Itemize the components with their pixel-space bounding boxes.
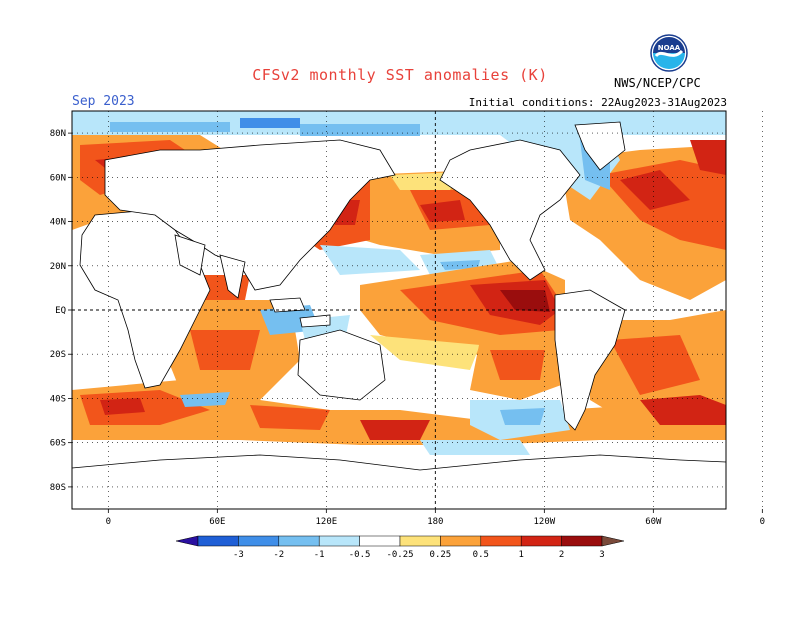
colorbar-label: 3: [599, 550, 604, 560]
colorbar-label: -0.5: [349, 550, 371, 560]
lon-tick-label: 60E: [209, 517, 225, 527]
noaa-logo-icon: NOAA: [650, 34, 688, 72]
agency-label: NWS/NCEP/CPC: [614, 76, 701, 90]
axis-ticks: 80N 60N 40N 20N EQ 20S 40S 60S 80S 0 60E 120E 180 120…: [50, 129, 765, 527]
antarctica-landmass: [72, 454, 726, 509]
colorbar-label: -1: [314, 550, 325, 560]
colorbar-label: -2: [273, 550, 284, 560]
colorbar-swatch: [238, 535, 280, 547]
svg-text:NOAA: NOAA: [658, 44, 681, 52]
lon-tick-label: 180: [427, 517, 443, 527]
lon-tick-label: 120E: [315, 517, 337, 527]
lat-tick-label: EQ: [55, 306, 66, 316]
colorbar: -3 -2 -1 -0.5 -0.25 0.25 0.5 1 2 3: [175, 535, 625, 560]
lat-tick-label: 40S: [50, 394, 66, 404]
colorbar-swatch: [440, 535, 482, 547]
gridlines: [72, 111, 763, 509]
lat-tick-label: 60N: [50, 173, 66, 183]
colorbar-swatch: [480, 535, 522, 547]
lat-tick-label: 40N: [50, 218, 66, 228]
initial-conditions: Initial conditions: 22Aug2023-31Aug2023: [468, 96, 727, 109]
colorbar-swatch: [278, 535, 320, 547]
greenland-landmass: [574, 121, 626, 171]
north-america-landmass: [439, 139, 581, 281]
lat-tick-label: 20N: [50, 262, 66, 272]
map-title: CFSv2 monthly SST anomalies (K): [252, 66, 548, 84]
australia-landmass: [297, 329, 386, 401]
colorbar-swatch: [520, 535, 562, 547]
south-america-landmass: [554, 289, 626, 431]
forecast-month: Sep 2023: [72, 94, 135, 109]
lat-tick-label: 60S: [50, 439, 66, 449]
colorbar-label: -3: [233, 550, 244, 560]
lat-tick-label: 80S: [50, 483, 66, 493]
colorbar-swatch: [197, 535, 239, 547]
colorbar-swatch: [561, 535, 603, 547]
lon-tick-label: 120W: [533, 517, 555, 527]
colorbar-max-arrow: [601, 535, 625, 547]
colorbar-label: 1: [518, 550, 523, 560]
lon-tick-label: 60W: [645, 517, 662, 527]
colorbar-swatch: [399, 535, 441, 547]
colorbar-label: 0.25: [430, 550, 452, 560]
colorbar-swatch: [318, 535, 360, 547]
colorbar-label: 2: [559, 550, 564, 560]
colorbar-min-arrow: [175, 535, 199, 547]
colorbar-swatch: [359, 535, 401, 547]
colorbar-label: 0.5: [473, 550, 489, 560]
lon-tick-label: 0: [760, 517, 765, 527]
colorbar-label: -0.25: [386, 550, 413, 560]
lat-tick-label: 20S: [50, 350, 66, 360]
lat-tick-label: 80N: [50, 129, 66, 139]
lon-tick-label: 0: [106, 517, 111, 527]
